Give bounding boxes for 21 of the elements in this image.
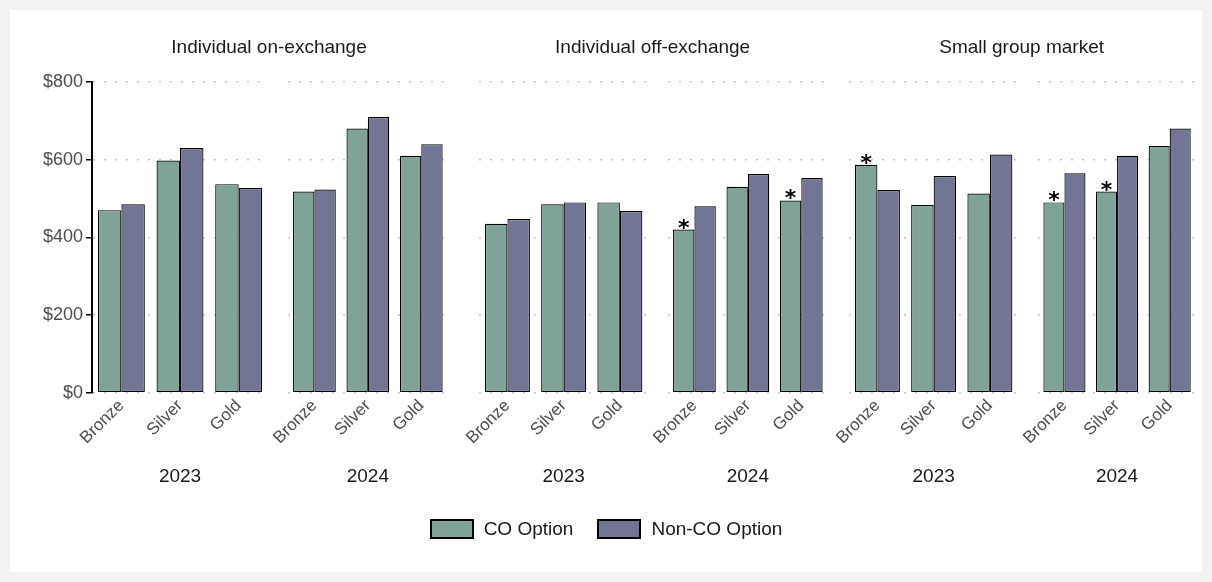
chart-title: Individual off-exchange [554,36,752,58]
chart-title: Individual on-exchange [170,36,368,58]
y-tick-label: $400 [43,226,84,247]
legend-label: CO Option [483,518,574,540]
legend-label: Non-CO Option [651,518,783,540]
annotation: * [677,214,690,240]
y-tick-label: $800 [43,70,84,91]
y-tick-label: $600 [43,148,84,169]
x-axis-title: 2023 [158,464,202,486]
annotation: * [784,185,797,211]
annotation: * [860,149,873,175]
annotation: * [1048,187,1061,213]
x-axis-title: 2023 [542,464,585,486]
y-tick-label: $0 [63,381,84,402]
annotation: * [1100,176,1113,202]
x-axis-title: 2024 [346,464,390,486]
x-axis-title: 2023 [912,464,955,486]
x-axis-title: 2024 [1095,464,1139,486]
x-axis-title: 2024 [726,464,770,486]
y-tick-label: $200 [43,303,84,324]
chart-title: Small group market [938,36,1105,58]
